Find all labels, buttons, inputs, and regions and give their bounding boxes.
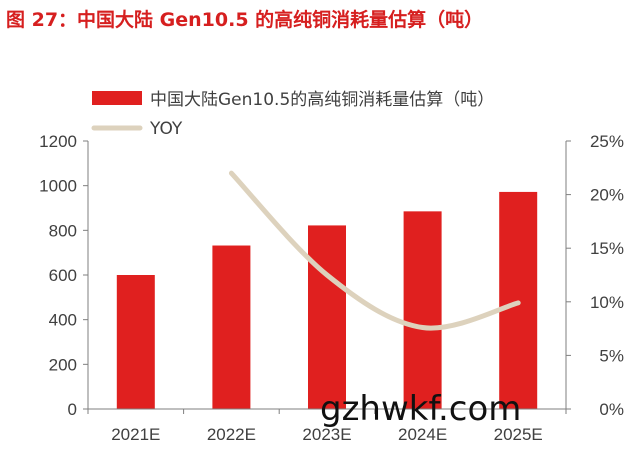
bar-2021E [116, 275, 155, 409]
y-tick-label: 600 [49, 266, 77, 285]
y2-tick-label: 20% [590, 186, 624, 205]
legend-bar-label: 中国大陆Gen10.5的高纯铜消耗量估算（吨） [150, 90, 494, 110]
x-tick-label: 2021E [111, 425, 160, 444]
y-tick-label: 0 [68, 400, 77, 419]
bar-2023E [308, 225, 346, 409]
x-tick-label: 2023E [302, 425, 351, 444]
y2-tick-label: 25% [590, 132, 624, 151]
y2-tick-label: 5% [599, 346, 624, 365]
bars [116, 191, 538, 409]
legend-line-label: YOY [149, 119, 183, 139]
x-tick-label: 2024E [398, 425, 447, 444]
y2-tick-label: 10% [590, 293, 624, 312]
yoy-line-group [228, 170, 521, 331]
y-tick-label: 1200 [39, 132, 77, 151]
y-tick-label: 800 [49, 221, 77, 240]
y-tick-label: 200 [49, 355, 77, 374]
yoy-line [228, 170, 521, 331]
x-tick-label: 2025E [494, 425, 543, 444]
x-tick-label: 2022E [207, 425, 256, 444]
figure-title: 图 27：中国大陆 Gen10.5 的高纯铜消耗量估算（吨） [6, 9, 484, 31]
watermark: gzhwkf.com [320, 389, 521, 429]
y-tick-label: 1000 [39, 177, 77, 196]
legend: 中国大陆Gen10.5的高纯铜消耗量估算（吨） YOY [91, 90, 494, 139]
y2-tick-label: 15% [590, 239, 624, 258]
y-tick-label: 400 [49, 311, 77, 330]
bar-2024E [403, 211, 442, 409]
bar-2022E [212, 245, 251, 409]
y2-tick-label: 0% [599, 400, 624, 419]
axes: 0 200 400 600 800 1000 1200 0% 5% 10% 15% 20% 25% 202… [39, 132, 624, 444]
legend-bar-swatch [92, 91, 142, 105]
